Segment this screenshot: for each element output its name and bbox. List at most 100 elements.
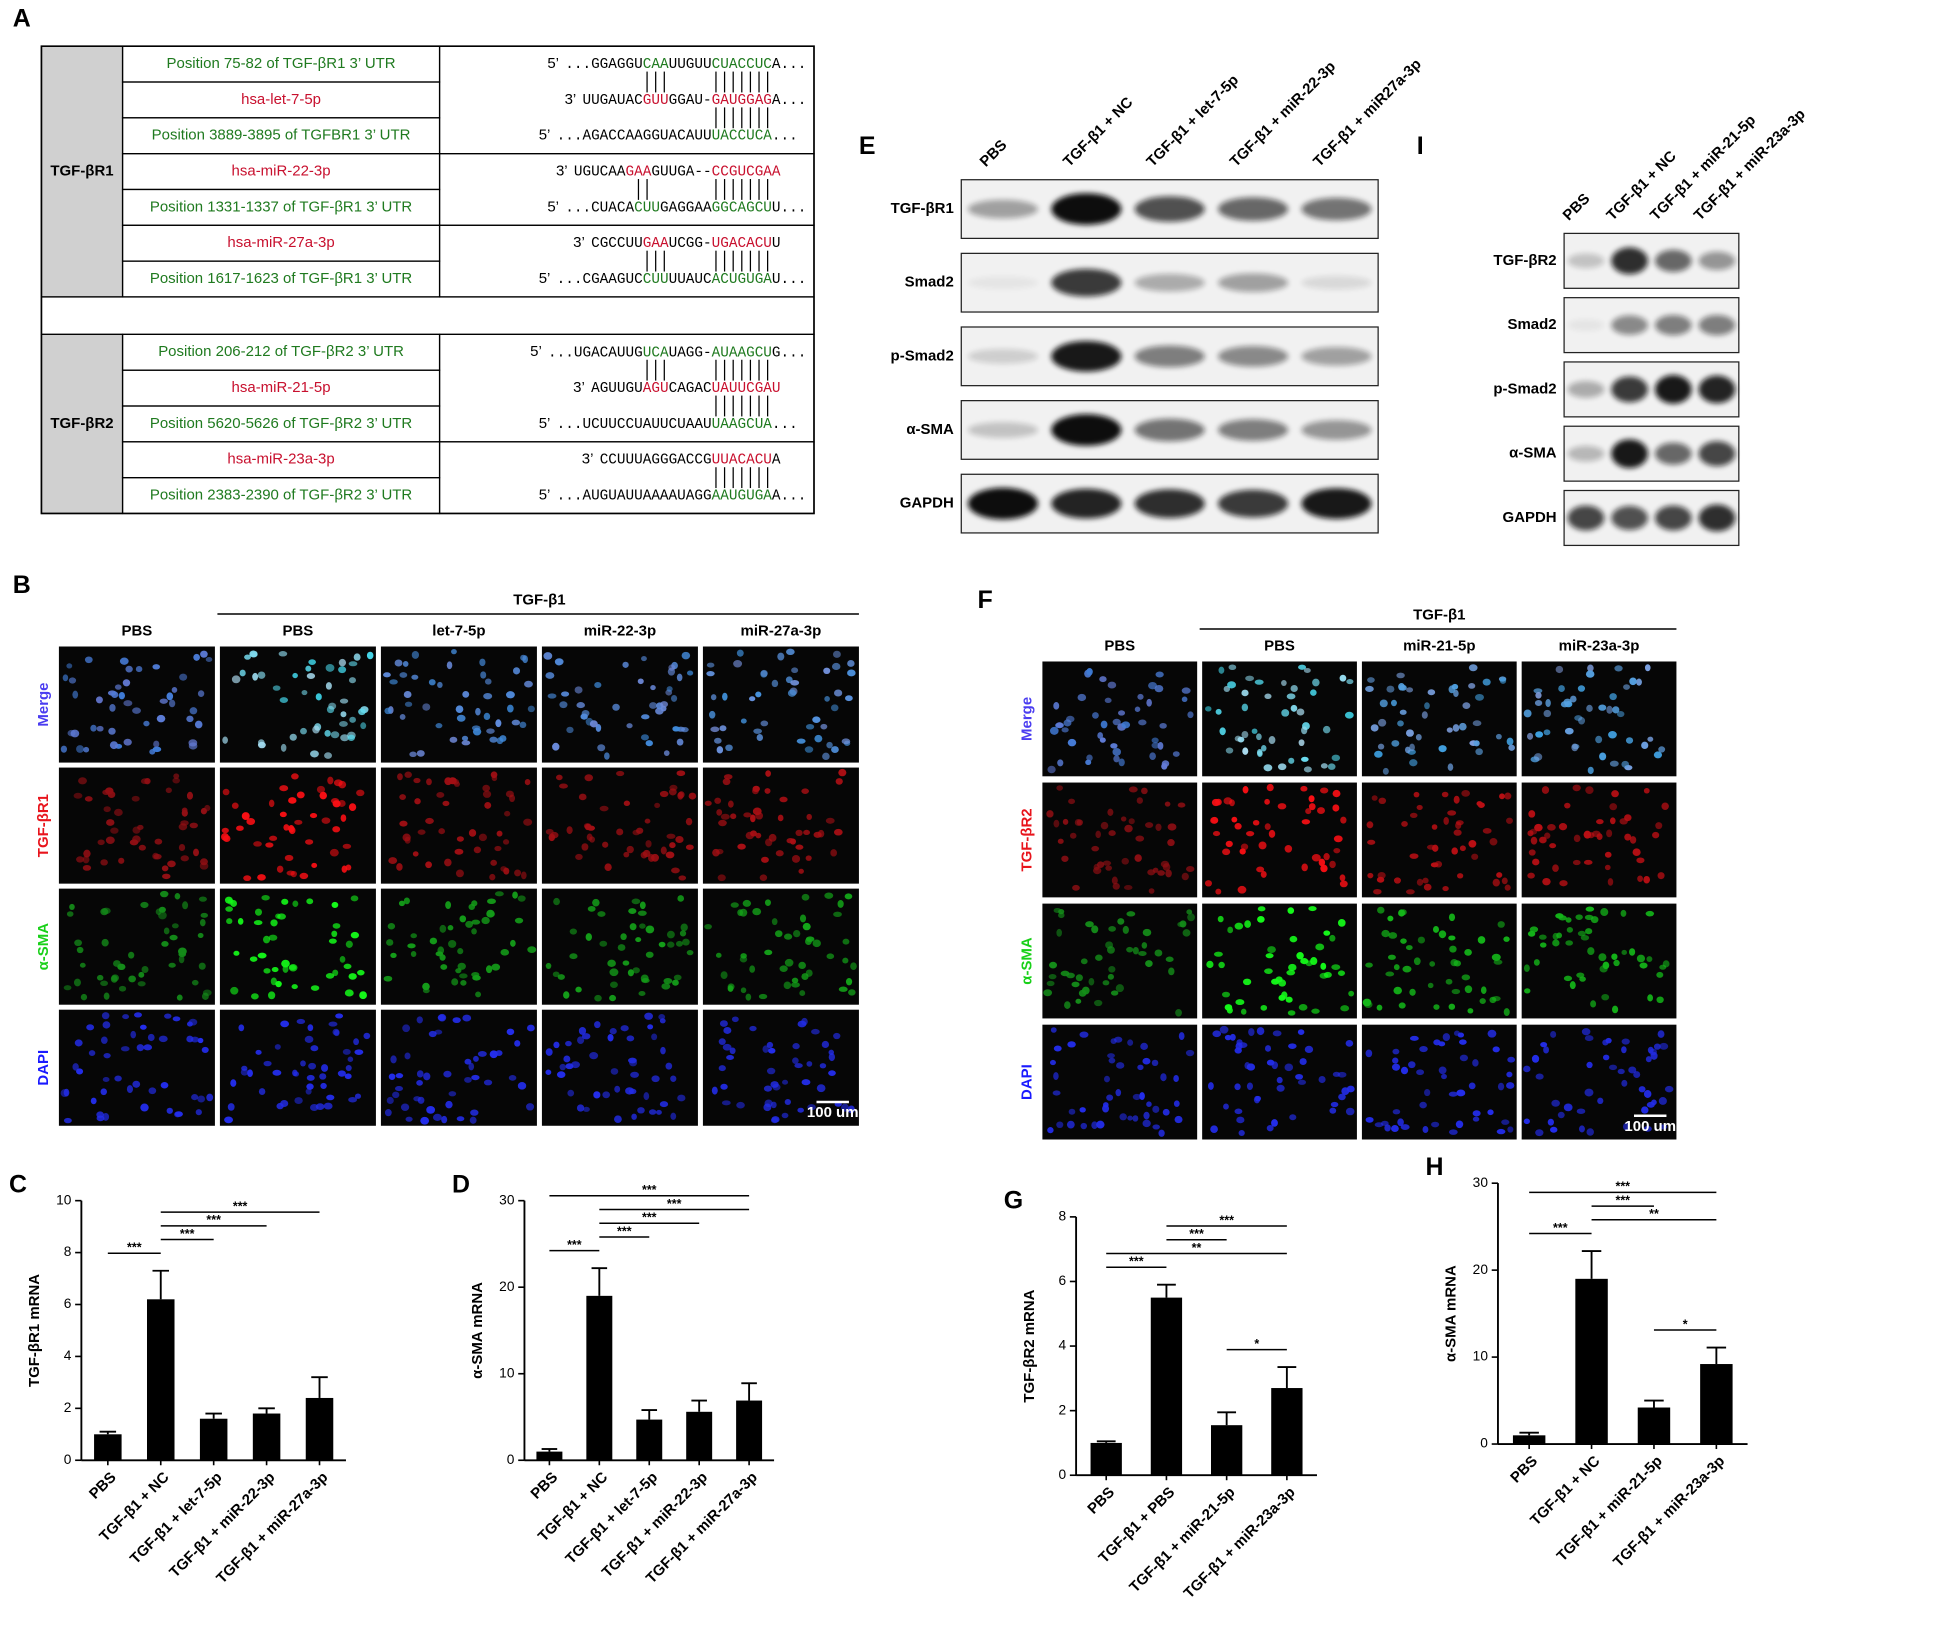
micrograph-background (1042, 661, 1198, 777)
cell (457, 962, 466, 970)
cell (1134, 854, 1142, 862)
cell (1584, 1088, 1594, 1097)
cell (462, 1014, 472, 1022)
cell (345, 1064, 352, 1072)
cell (710, 726, 720, 733)
prime: 3’ (565, 91, 577, 108)
cell (1248, 1028, 1255, 1036)
cell (154, 838, 163, 845)
cell (249, 650, 258, 658)
cell (1542, 877, 1551, 886)
cell (783, 981, 792, 990)
micrograph (1202, 903, 1357, 1019)
cell (1459, 1054, 1469, 1062)
cell (345, 940, 353, 948)
cell (755, 832, 762, 839)
micrograph-background (58, 767, 215, 884)
sequence: CCUUUAGGGACCGUUACACUA (600, 453, 781, 469)
cell (505, 691, 515, 699)
micrograph-background (58, 888, 215, 1005)
cell (489, 736, 498, 743)
cell (1095, 830, 1101, 839)
cell (1115, 984, 1125, 993)
cell (1646, 956, 1653, 962)
cell (1487, 1029, 1497, 1038)
cell (1409, 759, 1418, 767)
cell (1608, 1064, 1618, 1071)
cell (1102, 860, 1112, 866)
cell (1569, 981, 1576, 990)
cell (136, 1044, 145, 1052)
cell (609, 994, 617, 1002)
cell (609, 968, 619, 977)
group-cell (40, 333, 124, 515)
cell (1628, 1066, 1637, 1074)
cell (711, 1086, 718, 1095)
cell (1649, 1048, 1658, 1056)
cell (348, 1096, 358, 1103)
cell (420, 1116, 430, 1125)
cell (1061, 855, 1069, 862)
cell (1377, 743, 1385, 750)
cell (1564, 727, 1574, 735)
cell (1633, 1071, 1641, 1079)
cell (677, 895, 685, 902)
cell (1438, 745, 1447, 753)
cell (716, 809, 723, 816)
cell (1311, 1008, 1320, 1014)
sequence-run: UUACACU (712, 453, 772, 469)
cell (527, 705, 535, 713)
cell (1256, 733, 1262, 741)
cell (321, 1064, 329, 1072)
cell (1577, 930, 1586, 937)
cell (261, 894, 270, 901)
cell (1155, 671, 1164, 678)
cell (1234, 823, 1242, 830)
cell (543, 652, 553, 660)
cell (659, 1018, 666, 1024)
cell (791, 977, 799, 984)
cell (1122, 925, 1129, 934)
cell (123, 738, 132, 746)
cell (231, 675, 241, 684)
cell (257, 671, 266, 679)
cell (1057, 759, 1064, 767)
cell (172, 777, 181, 784)
cell (760, 669, 768, 677)
micrograph-background (1521, 661, 1677, 777)
cell (404, 771, 412, 778)
cell (719, 725, 727, 732)
cell (222, 835, 231, 842)
cell (471, 725, 481, 731)
column-label: PBS (122, 622, 153, 639)
cell (1416, 804, 1423, 810)
cell (410, 933, 417, 939)
cell (340, 814, 347, 822)
cell (1311, 853, 1321, 862)
cell (471, 928, 477, 935)
cell (1391, 1063, 1401, 1071)
cell (1260, 1004, 1268, 1011)
cell (824, 892, 834, 899)
cell (300, 727, 307, 735)
cell (1419, 1045, 1428, 1053)
cell (1290, 704, 1298, 712)
row-name: Position 3889-3895 of TGFBR1 3’ UTR (152, 127, 411, 144)
cell (432, 1113, 442, 1121)
cell (1472, 1059, 1479, 1067)
cell (349, 716, 356, 723)
blot-band (1134, 196, 1205, 222)
cell (347, 734, 356, 741)
cell (1374, 750, 1383, 758)
cell (1246, 1082, 1253, 1090)
cell (639, 923, 646, 929)
cell (101, 1012, 110, 1020)
cell (332, 1028, 340, 1036)
cell (1365, 685, 1374, 693)
cell (1609, 760, 1619, 767)
cell (1162, 1108, 1170, 1116)
cell (1228, 664, 1237, 671)
cell (1585, 670, 1595, 678)
cell (1471, 853, 1479, 860)
cell (342, 843, 352, 849)
